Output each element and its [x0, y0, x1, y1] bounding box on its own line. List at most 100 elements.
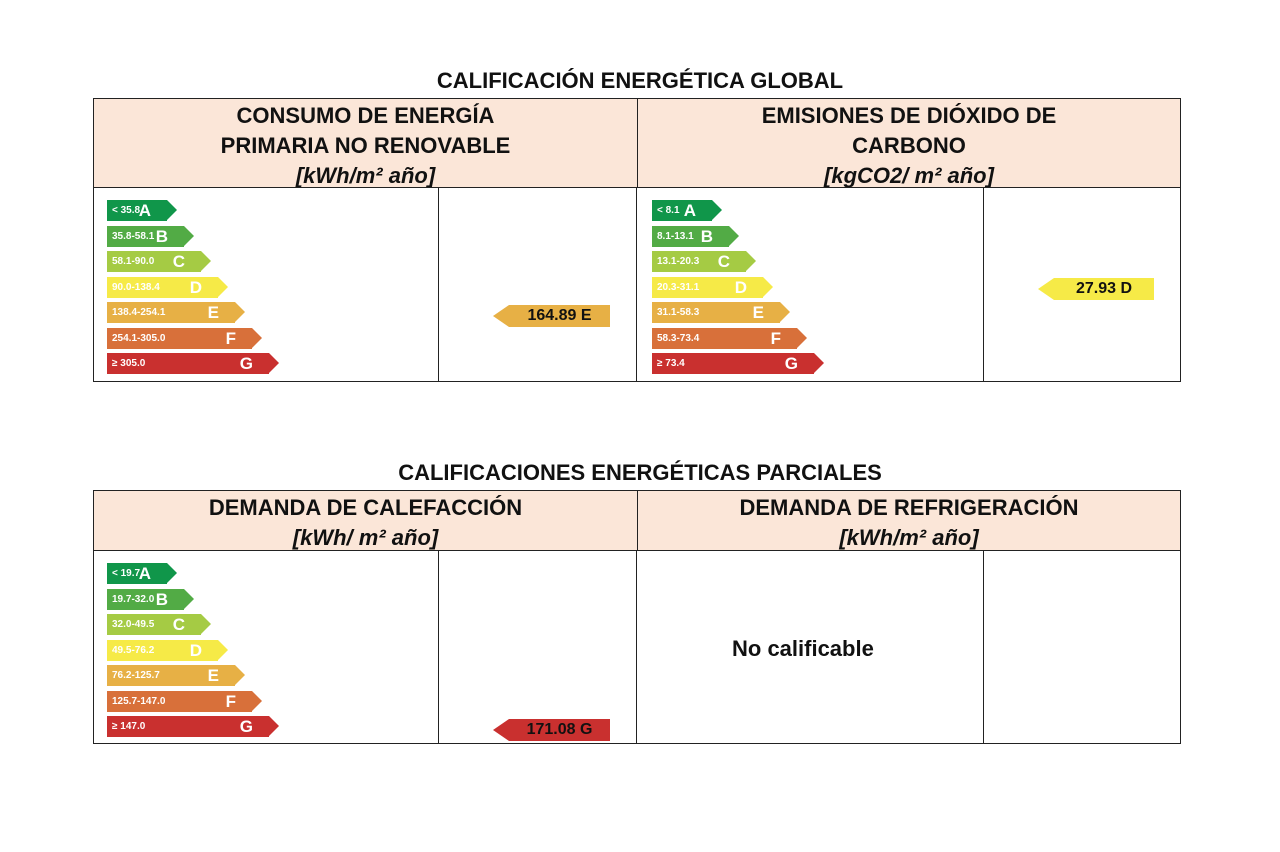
consumption-scale-cell: < 35.8 A 35.8-58.1 B 58.1-90.0 C 90.0-138.4 D 13…: [93, 187, 439, 382]
rating-bar-e: 76.2-125.7 E: [107, 665, 245, 686]
rating-bar-a: < 8.1 A: [652, 200, 722, 221]
rating-bar-g: ≥ 305.0 G: [107, 353, 279, 374]
global-header: CONSUMO DE ENERGÍA PRIMARIA NO RENOVABLE…: [93, 98, 1181, 188]
rating-bar-a: < 19.7 A: [107, 563, 177, 584]
rating-range: < 35.8: [112, 205, 141, 216]
rating-range: 125.7-147.0: [112, 695, 166, 707]
consumption-result-value: 164.89 E: [527, 307, 592, 324]
heating-result-value: 171.08 G: [526, 721, 593, 738]
rating-range: < 19.7: [112, 568, 141, 579]
rating-bar-d: 20.3-31.1 D: [652, 276, 773, 298]
rating-range: 8.1-13.1: [657, 230, 694, 242]
rating-range: < 8.1: [657, 205, 680, 216]
rating-arrow-tip: [746, 251, 756, 271]
rating-range: 58.3-73.4: [657, 332, 700, 344]
rating-bar-b: 35.8-58.1 B: [107, 225, 194, 247]
rating-letter: G: [239, 354, 253, 373]
rating-range: 49.5-76.2: [112, 644, 155, 656]
rating-arrow-tip: [167, 563, 177, 583]
heating-result-cell: 171.08 G: [438, 550, 637, 744]
rating-range: 90.0-138.4: [112, 281, 160, 293]
rating-letter: A: [138, 564, 151, 583]
heating-title: DEMANDA DE CALEFACCIÓN: [208, 495, 523, 520]
rating-range: ≥ 73.4: [657, 358, 685, 369]
heating-result-marker: 171.08 G: [493, 719, 610, 741]
rating-bar-d: 49.5-76.2 D: [107, 639, 228, 661]
emissions-header: EMISIONES DE DIÓXIDO DE CARBONO [kgCO2/ …: [637, 99, 1181, 188]
emissions-scale-cell: < 8.1 A 8.1-13.1 B 13.1-20.3 C 20.3-31.1 D 31.1-…: [636, 187, 984, 382]
header-divider: [637, 99, 638, 187]
rating-letter: G: [784, 354, 798, 373]
consumption-result-marker: 164.89 E: [493, 305, 610, 327]
rating-letter: C: [717, 252, 730, 271]
rating-bar-g: ≥ 73.4 G: [652, 353, 824, 374]
rating-range: 20.3-31.1: [657, 281, 700, 293]
rating-letter: B: [700, 226, 713, 246]
marker-arrow: [493, 305, 509, 327]
rating-arrow-tip: [201, 251, 211, 271]
rating-range: 35.8-58.1: [112, 230, 155, 242]
rating-letter: E: [207, 666, 219, 685]
rating-letter: F: [225, 328, 236, 348]
marker-arrow: [493, 719, 509, 741]
rating-bar-f: 254.1-305.0 F: [107, 327, 262, 349]
rating-letter: E: [207, 303, 219, 322]
emissions-unit: [kgCO2/ m² año]: [824, 163, 994, 188]
rating-arrow-tip: [184, 225, 194, 246]
rating-range: 58.1-90.0: [112, 256, 155, 267]
rating-letter: F: [225, 691, 236, 711]
rating-arrow-tip: [235, 665, 245, 685]
rating-letter: D: [734, 277, 747, 297]
cooling-result-cell: [983, 550, 1181, 744]
rating-range: ≥ 305.0: [112, 358, 146, 369]
heating-scale-cell: < 19.7 A 19.7-32.0 B 32.0-49.5 C 49.5-76.2 D 76.…: [93, 550, 439, 744]
rating-range: 138.4-254.1: [112, 307, 166, 318]
rating-letter: C: [172, 252, 185, 271]
consumption-result-cell: 164.89 E: [438, 187, 637, 382]
rating-bar-g: ≥ 147.0 G: [107, 716, 279, 737]
rating-letter: G: [239, 717, 253, 736]
rating-arrow-tip: [780, 302, 790, 322]
rating-bar-c: 13.1-20.3 C: [652, 251, 756, 272]
rating-letter: A: [683, 201, 696, 220]
emissions-result-value: 27.93 D: [1075, 280, 1133, 297]
consumption-title-line1: CONSUMO DE ENERGÍA: [236, 103, 495, 128]
rating-arrow-tip: [814, 353, 824, 373]
rating-bar-f: 125.7-147.0 F: [107, 690, 262, 712]
rating-arrow-tip: [797, 327, 807, 348]
rating-range: 31.1-58.3: [657, 307, 700, 318]
marker-arrow: [1038, 278, 1054, 300]
cooling-header: DEMANDA DE REFRIGERACIÓN [kWh/m² año]: [637, 491, 1181, 550]
rating-letter: B: [155, 226, 168, 246]
rating-bar-a: < 35.8 A: [107, 200, 177, 221]
cooling-unit: [kWh/m² año]: [839, 525, 979, 550]
heating-unit: [kWh/ m² año]: [292, 525, 439, 550]
emissions-title-line1: EMISIONES DE DIÓXIDO DE: [761, 103, 1057, 128]
rating-arrow-tip: [184, 588, 194, 609]
partial-header: DEMANDA DE CALEFACCIÓN [kWh/ m² año] DEM…: [93, 490, 1181, 551]
rating-arrow-tip: [201, 614, 211, 634]
rating-arrow-tip: [218, 276, 228, 297]
rating-bar-e: 31.1-58.3 E: [652, 302, 790, 323]
rating-bar-c: 32.0-49.5 C: [107, 614, 211, 635]
rating-letter: D: [189, 277, 202, 297]
rating-arrow-tip: [763, 276, 773, 297]
rating-arrow-tip: [729, 225, 739, 246]
consumption-unit: [kWh/m² año]: [295, 163, 436, 188]
emissions-result-marker: 27.93 D: [1038, 278, 1154, 300]
cooling-scale-cell: No calificable: [636, 550, 984, 744]
rating-bar-d: 90.0-138.4 D: [107, 276, 228, 298]
global-section-title: CALIFICACIÓN ENERGÉTICA GLOBAL: [436, 68, 844, 93]
rating-arrow-tip: [252, 327, 262, 348]
rating-arrow-tip: [167, 200, 177, 220]
rating-letter: A: [138, 201, 151, 220]
rating-range: 32.0-49.5: [112, 619, 155, 630]
partial-section-title: CALIFICACIONES ENERGÉTICAS PARCIALES: [398, 460, 882, 485]
rating-arrow-tip: [235, 302, 245, 322]
consumption-title-line2: PRIMARIA NO RENOVABLE: [220, 133, 511, 158]
rating-arrow-tip: [269, 353, 279, 373]
rating-bar-b: 8.1-13.1 B: [652, 225, 739, 247]
emissions-title-line2: CARBONO: [852, 133, 966, 158]
rating-bar-e: 138.4-254.1 E: [107, 302, 245, 323]
rating-bar-b: 19.7-32.0 B: [107, 588, 194, 610]
